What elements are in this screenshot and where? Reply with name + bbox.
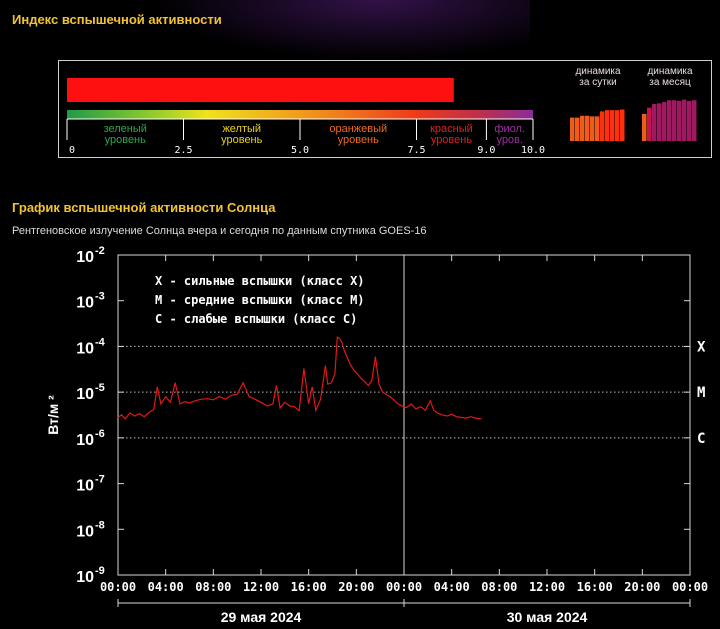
x-tick-label: 20:00 xyxy=(338,580,374,594)
index-tick-label: 0 xyxy=(69,145,75,156)
x-tick-label: 20:00 xyxy=(624,580,660,594)
y-tick-label: 10 xyxy=(76,249,94,266)
index-level-label: уровень xyxy=(105,134,147,146)
daily-dynamics-bar xyxy=(570,117,575,141)
y-tick-label: 10 xyxy=(76,295,94,312)
index-level-label: зеленый xyxy=(104,123,147,135)
index-panel-graphic: 0 2.5 5.0 7.5 9.0 10.0зеленыйуровеньжелтыйуро… xyxy=(66,66,697,156)
y-tick-label: 10 xyxy=(76,432,94,449)
y-tick-exponent: -5 xyxy=(95,382,105,394)
daily-dynamics-bar xyxy=(610,110,615,141)
daily-dynamics-bar xyxy=(615,110,620,141)
daily-dynamics-bar xyxy=(575,117,580,141)
date-label: 29 мая 2024 xyxy=(221,609,302,625)
monthly-dynamics-bar xyxy=(677,100,682,141)
daily-dynamics-bar xyxy=(620,109,625,141)
daily-dynamics-bar xyxy=(595,116,600,141)
index-level-label: уров. xyxy=(496,134,523,146)
index-tick-label: 7.5 xyxy=(407,145,425,156)
monthly-dynamics-bar xyxy=(672,100,677,141)
x-tick-label: 08:00 xyxy=(195,580,231,594)
monthly-dynamics-bar xyxy=(652,103,657,141)
class-label: C xyxy=(697,431,705,447)
y-axis-label: Вт/м ² xyxy=(45,395,61,435)
daily-dynamics-bar xyxy=(600,111,605,141)
flare-chart: 10-210-310-410-510-610-710-810-9 00:00 04… xyxy=(45,245,708,625)
y-tick-exponent: -4 xyxy=(95,336,106,348)
monthly-dynamics-bar xyxy=(662,102,667,141)
x-tick-label: 16:00 xyxy=(577,580,613,594)
monthly-dynamics-bar xyxy=(692,100,697,141)
y-tick-label: 10 xyxy=(76,478,94,495)
monthly-dynamics-label: за месяц xyxy=(649,77,691,88)
legend-item: X - сильные вспышки (класс X) xyxy=(155,274,365,288)
x-tick-label: 12:00 xyxy=(243,580,279,594)
index-level-label: оранжевый xyxy=(329,123,387,135)
x-tick-label: 00:00 xyxy=(672,580,708,594)
monthly-dynamics-label: динамика xyxy=(647,66,693,77)
index-tick-label: 9.0 xyxy=(477,145,495,156)
x-tick-label: 00:00 xyxy=(386,580,422,594)
monthly-dynamics-bar xyxy=(687,100,692,141)
index-level-label: красный xyxy=(430,123,473,135)
index-tick-label: 2.5 xyxy=(174,145,192,156)
xray-flux-line xyxy=(117,336,482,420)
daily-dynamics-label: динамика xyxy=(575,66,621,77)
x-tick-label: 04:00 xyxy=(434,580,470,594)
legend-item: M - средние вспышки (класс M) xyxy=(155,293,365,307)
x-tick-label: 12:00 xyxy=(529,580,565,594)
class-label: X xyxy=(697,339,706,355)
y-tick-exponent: -9 xyxy=(95,565,105,577)
index-level-label: фиол. xyxy=(494,123,525,135)
monthly-dynamics-bar xyxy=(657,103,662,141)
index-tick-label: 5.0 xyxy=(291,145,309,156)
monthly-dynamics-bar xyxy=(667,100,672,141)
header-background-glow xyxy=(150,0,530,60)
x-tick-label: 04:00 xyxy=(148,580,184,594)
y-tick-exponent: -7 xyxy=(95,474,105,486)
index-panel: 0 2.5 5.0 7.5 9.0 10.0 зеленый уровень желтый уро… xyxy=(58,60,712,158)
index-level-label: уровень xyxy=(338,134,380,146)
y-tick-label: 10 xyxy=(76,523,94,540)
legend-item: C - слабые вспышки (класс C) xyxy=(155,312,357,326)
index-level-label: уровень xyxy=(221,134,263,146)
x-tick-label: 00:00 xyxy=(100,580,136,594)
index-tick-label: 10.0 xyxy=(521,145,545,156)
index-level-label: желтый xyxy=(222,123,261,135)
y-tick-label: 10 xyxy=(76,386,94,403)
daily-dynamics-bar xyxy=(590,116,595,141)
daily-dynamics-bar xyxy=(580,115,585,141)
monthly-dynamics-bar xyxy=(647,107,652,141)
date-label: 30 мая 2024 xyxy=(507,609,588,625)
y-tick-exponent: -2 xyxy=(95,245,105,257)
monthly-dynamics-bar xyxy=(682,99,687,141)
index-level-label: уровень xyxy=(431,134,473,146)
class-label: M xyxy=(697,385,705,401)
index-title: Индекс вспышечной активности xyxy=(12,12,222,27)
y-tick-exponent: -6 xyxy=(95,428,105,440)
y-tick-exponent: -3 xyxy=(95,291,105,303)
x-tick-label: 08:00 xyxy=(481,580,517,594)
daily-dynamics-bar xyxy=(585,115,590,141)
index-value-bar xyxy=(67,78,454,102)
chart-title: График вспышечной активности Солнца xyxy=(12,200,276,215)
index-scale-strip xyxy=(67,110,533,119)
chart-subtitle: Рентгеновское излучение Солнца вчера и с… xyxy=(12,225,427,237)
y-tick-label: 10 xyxy=(76,569,94,586)
daily-dynamics-bar xyxy=(605,110,610,141)
daily-dynamics-label: за сутки xyxy=(579,77,616,88)
y-tick-exponent: -8 xyxy=(95,519,105,531)
monthly-dynamics-bar xyxy=(642,113,647,141)
x-tick-label: 16:00 xyxy=(291,580,327,594)
y-tick-label: 10 xyxy=(76,340,94,357)
